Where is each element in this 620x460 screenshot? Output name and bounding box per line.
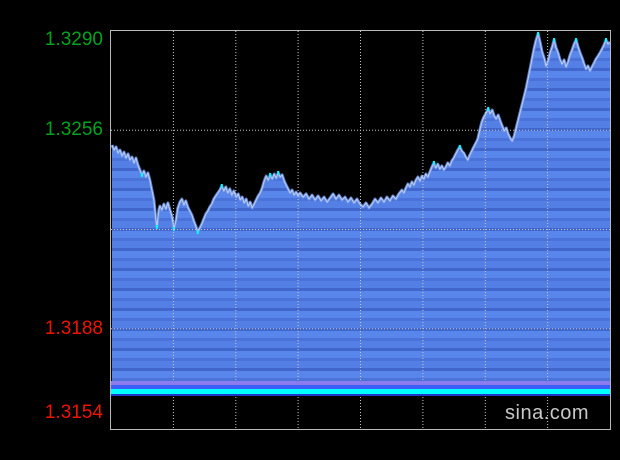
price-area [112, 33, 610, 382]
cyan-tick-marker [487, 106, 490, 111]
baseline-band [111, 389, 610, 394]
y-axis-label: 1.3188 [44, 318, 103, 339]
price-chart [111, 31, 610, 428]
cyan-tick-marker [196, 230, 199, 235]
cyan-tick-marker [537, 31, 540, 36]
cyan-tick-marker [277, 170, 280, 175]
cyan-tick-marker [220, 184, 223, 188]
cyan-tick-marker [432, 160, 435, 165]
baseline-band [111, 394, 610, 396]
cyan-tick-marker [155, 224, 158, 229]
cyan-tick-marker [575, 38, 578, 42]
y-axis-label: 1.3256 [44, 119, 103, 140]
cyan-tick-marker [269, 172, 272, 177]
chart-frame [110, 30, 611, 430]
baseline-band [111, 381, 610, 385]
cyan-tick-marker [458, 144, 461, 149]
baseline-band [111, 385, 610, 389]
y-axis-label: 1.3290 [44, 29, 103, 50]
cyan-tick-marker [553, 38, 556, 42]
price-line [111, 33, 610, 233]
cyan-tick-marker [140, 172, 143, 177]
watermark: sina.com [505, 402, 590, 424]
cyan-tick-marker [172, 226, 175, 231]
y-axis-label: 1.3154 [44, 402, 103, 423]
cyan-tick-marker [605, 38, 607, 42]
